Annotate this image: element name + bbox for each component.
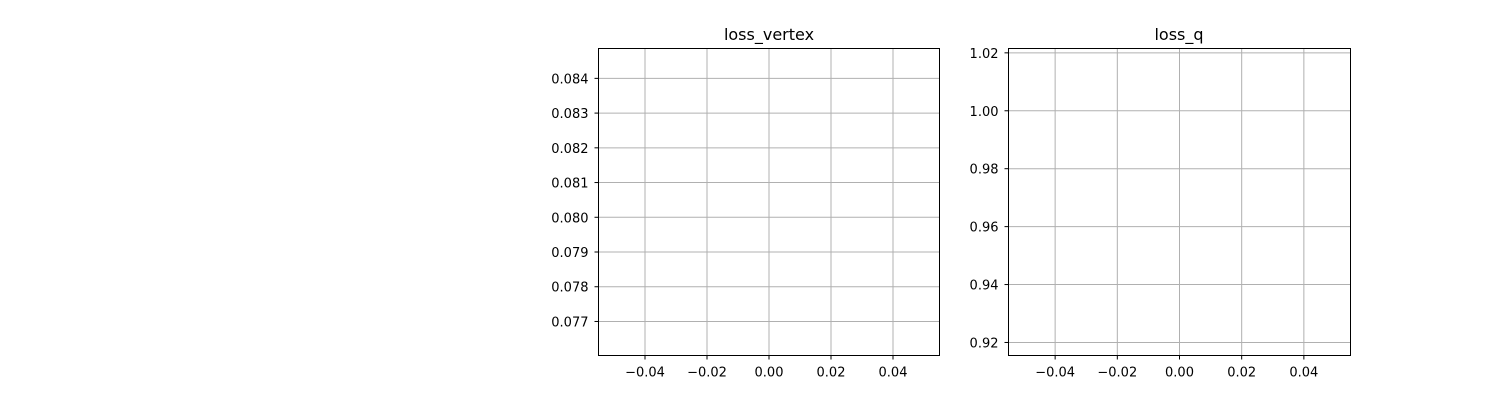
y-tick-label: 0.078 xyxy=(551,281,588,296)
y-tick-label: 0.96 xyxy=(970,221,999,236)
y-tick-label: 0.077 xyxy=(551,315,588,330)
y-tick-label: 0.081 xyxy=(551,177,588,192)
y-tick-label: 0.94 xyxy=(970,279,999,294)
x-tick-label: 0.04 xyxy=(879,366,908,381)
x-tick-label: 0.02 xyxy=(817,366,846,381)
x-tick-label: −0.04 xyxy=(1035,366,1075,381)
x-tick-label: 0.02 xyxy=(1227,366,1256,381)
x-tick-label: 0.00 xyxy=(755,366,784,381)
y-tick-label: 0.92 xyxy=(970,336,999,351)
ticks: −0.04 −0.02 0.00 0.02 0.04 0.92 0.94 0.96 0.98 1.… xyxy=(970,47,1319,381)
chart-loss-vertex: loss_vertex −0.04 −0.02 0.00 0.02 0.04 0.077 0… xyxy=(551,25,940,381)
y-tick-label: 0.079 xyxy=(551,246,588,261)
chart-loss-q: loss_q −0.04 −0.02 0.00 0.02 0.04 0.92 0.94 0.9… xyxy=(970,25,1351,381)
grid xyxy=(598,48,940,356)
chart-title: loss_q xyxy=(1154,25,1203,45)
y-tick-label: 1.02 xyxy=(970,47,999,62)
y-tick-label: 0.98 xyxy=(970,163,999,178)
x-tick-label: −0.04 xyxy=(625,366,665,381)
y-tick-label: 0.083 xyxy=(551,107,588,122)
y-tick-label: 0.080 xyxy=(551,211,588,226)
y-tick-label: 1.00 xyxy=(970,105,999,120)
y-tick-label: 0.084 xyxy=(551,72,588,87)
x-tick-label: −0.02 xyxy=(1097,366,1137,381)
x-tick-label: 0.00 xyxy=(1165,366,1194,381)
chart-title: loss_vertex xyxy=(724,25,814,45)
x-tick-label: 0.04 xyxy=(1289,366,1318,381)
x-tick-label: −0.02 xyxy=(687,366,727,381)
grid xyxy=(1008,48,1351,356)
ticks: −0.04 −0.02 0.00 0.02 0.04 0.077 0.078 0.079 0.0… xyxy=(551,72,907,380)
y-tick-label: 0.082 xyxy=(551,142,588,157)
